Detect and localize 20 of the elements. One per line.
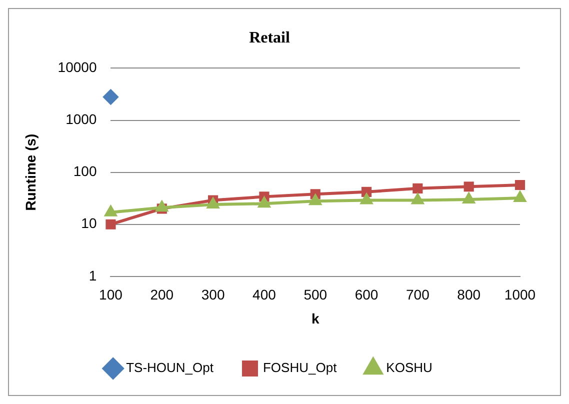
y-axis-title: Runtime (s) <box>22 134 38 211</box>
y-tick-label: 10 <box>81 215 97 232</box>
y-tick-label: 100 <box>73 163 97 180</box>
x-tick-label: 600 <box>354 286 378 303</box>
x-tick-label: 100 <box>99 286 123 303</box>
y-tick-label: 1 <box>88 267 97 284</box>
x-tick-label: 300 <box>201 286 225 303</box>
x-tick-label: 700 <box>406 286 430 303</box>
legend-label: FOSHU_Opt <box>262 360 338 376</box>
y-tick-label: 1000 <box>66 111 97 128</box>
y-tick-label: 10000 <box>58 59 97 76</box>
x-axis-title: k <box>311 310 320 326</box>
legend-label: KOSHU <box>386 360 432 376</box>
x-tick-label: 800 <box>457 286 481 303</box>
x-tick-label: 200 <box>150 286 174 303</box>
legend-label: TS-HOUN_Opt <box>126 360 214 376</box>
x-tick-label: 1000 <box>504 286 536 303</box>
x-tick-label: 400 <box>252 286 276 303</box>
x-tick-label: 500 <box>304 286 328 303</box>
chart-title: Retail <box>249 30 290 47</box>
